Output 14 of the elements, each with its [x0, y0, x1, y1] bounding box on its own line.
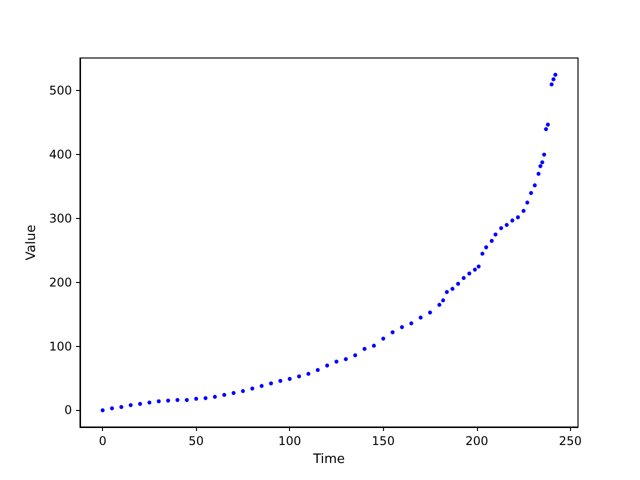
x-tick-label: 100 [278, 434, 302, 448]
x-tick-label: 150 [372, 434, 395, 448]
y-tick-label: 100 [49, 339, 72, 354]
y-axis-title: Value [24, 224, 40, 260]
x-tick-label: 0 [98, 434, 106, 448]
x-tick-label: 250 [558, 434, 582, 448]
y-tick-label: 300 [49, 212, 72, 226]
y-tick-label: 200 [49, 275, 72, 290]
x-tick-label: 200 [465, 434, 488, 448]
x-axis-title: Time [312, 452, 345, 467]
y-tick-label: 500 [49, 84, 72, 98]
x-tick-label: 50 [188, 434, 204, 448]
y-tick-label: 0 [64, 403, 72, 418]
y-tick-label: 400 [49, 148, 72, 162]
